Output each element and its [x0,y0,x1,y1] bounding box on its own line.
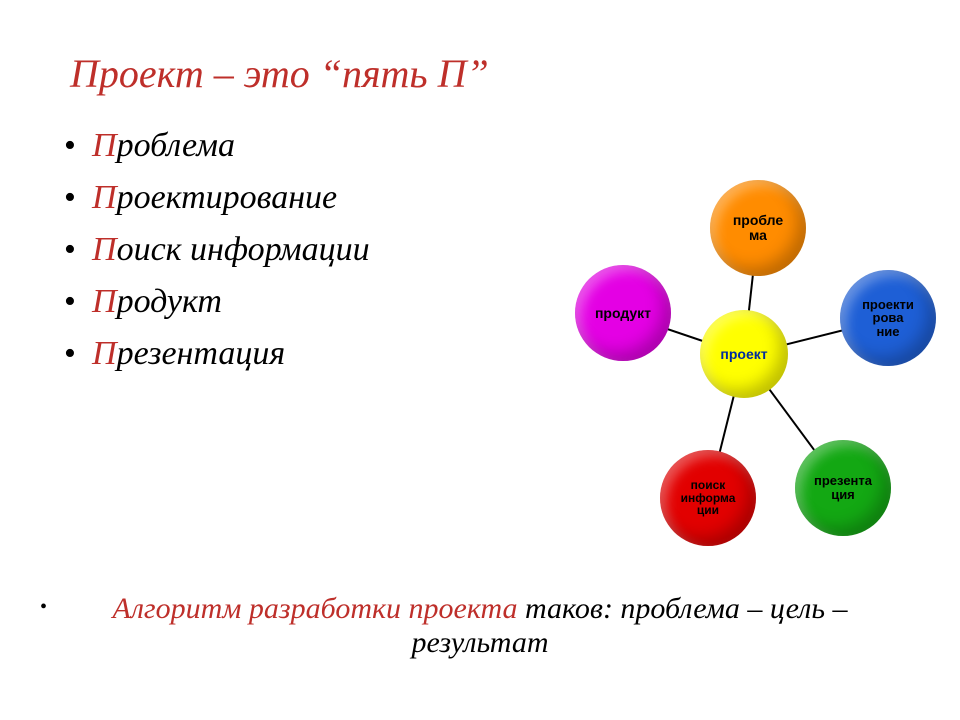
list-rest: резентация [117,335,286,372]
footer-red: Алгоритм разработки проекта [113,592,518,625]
list-rest: родукт [117,283,222,320]
slide: Проект – это “пять П” Проблема Проектиро… [0,0,960,720]
list-rest: роектирование [117,179,338,216]
page-title: Проект – это “пять П” [70,50,900,97]
diagram-center-node: проект [700,310,788,398]
list-cap: П [92,283,117,320]
title-text: Проект – это “пять П” [70,51,489,96]
diagram-node: продукт [575,265,671,361]
list-cap: П [92,231,117,268]
list-cap: П [92,127,117,164]
list-cap: П [92,179,117,216]
diagram-node: презента ция [795,440,891,536]
diagram-node: пробле ма [710,180,806,276]
diagram-node: поиск информа ции [660,450,756,546]
diagram-node: проекти рова ние [840,270,936,366]
footer-bullet: • [40,596,47,619]
footer-algorithm: • Алгоритм разработки проекта таков: про… [60,592,900,660]
list-rest: роблема [117,127,235,164]
list-cap: П [92,335,117,372]
list-rest: оиск информации [117,231,370,268]
radial-diagram: пробле мапроекти рова ниепрезента цияпои… [550,140,910,520]
